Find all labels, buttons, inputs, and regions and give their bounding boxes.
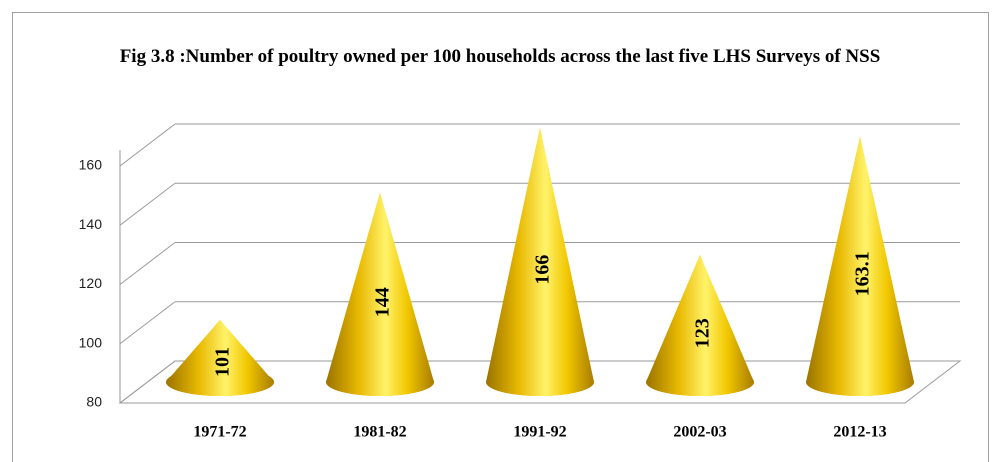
- cone: [806, 135, 914, 396]
- data-label: 101: [212, 347, 234, 377]
- x-tick-label: 1981-82: [353, 424, 406, 441]
- cone-body: [806, 135, 914, 396]
- grid-line: [119, 301, 176, 345]
- data-label: 123: [692, 318, 714, 348]
- cone: [326, 192, 434, 396]
- data-label: 163.1: [852, 251, 874, 296]
- y-tick-label: 80: [86, 394, 102, 410]
- grid-line: [119, 123, 176, 167]
- grid-line: [119, 182, 176, 226]
- y-tick-label: 100: [79, 334, 103, 350]
- grid-line: [119, 360, 176, 404]
- x-tick-label: 2012-13: [833, 424, 886, 441]
- cone-body: [326, 192, 434, 396]
- x-tick-label: 2002-03: [673, 424, 726, 441]
- y-tick-label: 160: [79, 157, 103, 173]
- x-tick-label: 1971-72: [193, 424, 246, 441]
- chart-title: Fig 3.8 :Number of poultry owned per 100…: [119, 46, 881, 67]
- x-tick-label: 1991-92: [513, 424, 566, 441]
- cone-body: [646, 254, 754, 396]
- chart: 80 100 120 140 160 1971-72 101 1981-82 144 1991-9…: [79, 123, 962, 441]
- data-label: 144: [372, 287, 394, 317]
- cone: [166, 319, 274, 396]
- data-label: 166: [532, 255, 554, 285]
- chart-frame: [12, 12, 989, 462]
- grid-line: [119, 242, 176, 285]
- page: {"chart_data": {"type": "cone", "title":…: [12, 12, 989, 462]
- cone: [486, 127, 594, 396]
- cone: [646, 254, 754, 396]
- y-tick-label: 120: [79, 275, 103, 291]
- cone-body: [486, 127, 594, 396]
- y-tick-label: 140: [79, 216, 103, 232]
- cone-body: [166, 319, 274, 396]
